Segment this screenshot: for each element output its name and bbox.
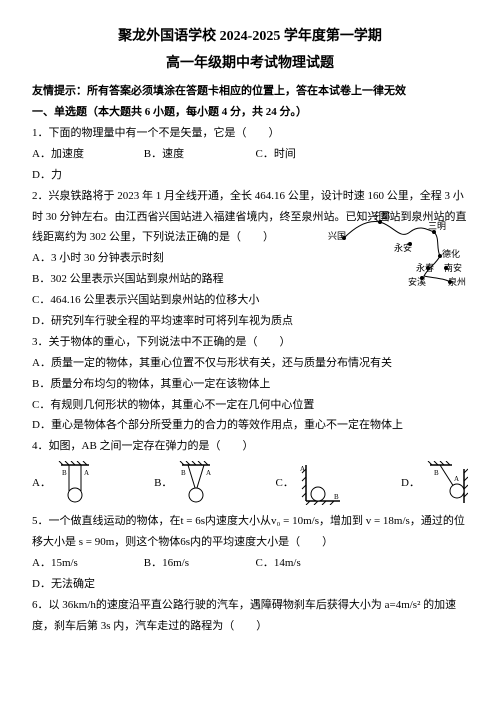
q4-label-b: B．	[154, 473, 172, 494]
q2-map: 兴国 宁都 三明 永安 德化 永春 南安 安溪 泉州	[328, 210, 468, 290]
svg-text:A: A	[454, 475, 459, 483]
q3-opt-a: A．质量一定的物体，其重心位置不仅与形状有关，还与质量分布情况有关	[32, 353, 392, 374]
q6-stem: 6．以 36km/h的速度沿平直公路行驶的汽车，遇障碍物刹车后获得大小为 a=4…	[32, 595, 468, 637]
q4-stem: 4．如图，AB 之间一定存在弹力的是（ ）	[32, 436, 468, 457]
q4-diagrams: A． B A B． B A C． A	[32, 457, 468, 511]
q2-opt-d: D．研究列车行驶全程的平均速率时可将列车视为质点	[32, 311, 293, 332]
q4-diag-b: B． B A	[154, 461, 216, 505]
q1-opt-c: C．时间	[256, 144, 365, 165]
q5-stem: 5．一个做直线运动的物体，在t = 6s内速度大小从v₀ = 10m/s，增加到…	[32, 511, 468, 553]
map-label: 泉州	[448, 274, 466, 291]
q5-opt-d: D．无法确定	[32, 574, 141, 595]
q5-opt-a: A．15m/s	[32, 553, 141, 574]
map-label: 安溪	[408, 274, 426, 291]
map-label: 宁都	[372, 208, 390, 225]
diagram-c-svg: A B	[298, 461, 342, 505]
q4-diag-a: A． B A	[32, 461, 95, 505]
svg-text:A: A	[300, 465, 305, 473]
map-label: 兴国	[328, 228, 346, 245]
q2-options: A．3 小时 30 分钟表示时刻 B．302 公里表示兴国站到泉州站的路程 C．…	[32, 248, 312, 332]
diagram-b-svg: B A	[176, 461, 216, 505]
q4-label-c: C．	[276, 473, 294, 494]
q3-options: A．质量一定的物体，其重心位置不仅与形状有关，还与质量分布情况有关 B．质量分布…	[32, 353, 468, 437]
q5-options: A．15m/s B．16m/s C．14m/s D．无法确定	[32, 553, 468, 595]
q2-opt-c: C．464.16 公里表示兴国站到泉州站的位移大小	[32, 290, 259, 311]
q1-stem: 1．下面的物理量中有一个不是矢量，它是（ ）	[32, 123, 468, 144]
map-label: 永安	[394, 240, 412, 257]
svg-text:B: B	[181, 469, 186, 477]
svg-text:A: A	[84, 469, 89, 477]
q4-diag-d: D． A B	[401, 461, 468, 505]
map-label: 三明	[428, 218, 446, 235]
q4-label-a: A．	[32, 473, 51, 494]
svg-text:A: A	[206, 469, 211, 477]
hint-text: 友情提示：所有答案必须填涂在答题卡相应的位置上，答在本试卷上一律无效	[32, 81, 468, 102]
diagram-a-svg: B A	[55, 461, 95, 505]
q3-opt-b: B．质量分布均匀的物体，其重心一定在该物体上	[32, 374, 270, 395]
q1-opt-b: B．速度	[144, 144, 253, 165]
q4-diag-c: C． A B	[276, 461, 342, 505]
svg-text:B: B	[62, 469, 67, 477]
q3-opt-c: C．有规则几何形状的物体，其重心不一定在几何中心位置	[32, 395, 314, 416]
q2-opt-b: B．302 公里表示兴国站到泉州站的路程	[32, 269, 224, 290]
diagram-d-svg: A B	[424, 461, 468, 505]
q3-stem: 3．关于物体的重心，下列说法中不正确的是（ ）	[32, 332, 468, 353]
q4-label-d: D．	[401, 473, 420, 494]
q2-opt-a: A．3 小时 30 分钟表示时刻	[32, 248, 164, 269]
q5-opt-c: C．14m/s	[256, 553, 365, 574]
q3-opt-d: D．重心是物体各个部分所受重力的合力的等效作用点，重心不一定在物体上	[32, 415, 403, 436]
title-main: 聚龙外国语学校 2024-2025 学年度第一学期	[32, 24, 468, 51]
q1-opt-a: A．加速度	[32, 144, 141, 165]
q1-options: A．加速度 B．速度 C．时间 D．力	[32, 144, 468, 186]
q1-opt-d: D．力	[32, 165, 141, 186]
q5-opt-b: B．16m/s	[144, 553, 253, 574]
section-1-heading: 一、单选题（本大题共 6 小题，每小题 4 分，共 24 分。）	[32, 102, 468, 123]
svg-text:B: B	[434, 469, 439, 477]
title-sub: 高一年级期中考试物理试题	[32, 51, 468, 78]
svg-text:B: B	[334, 493, 339, 501]
